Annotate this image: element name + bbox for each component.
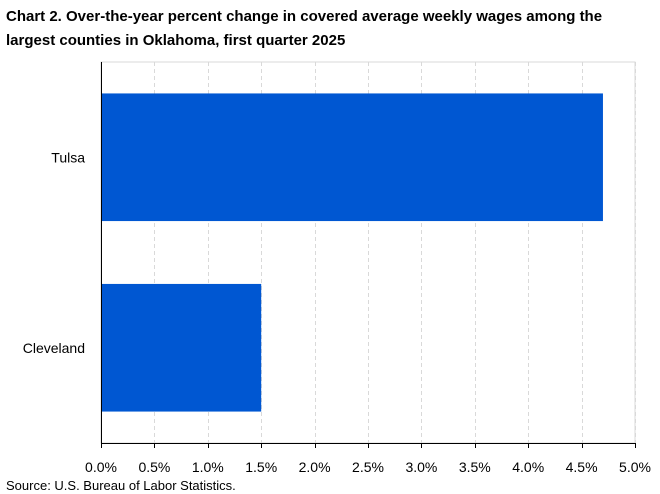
category-label: Tulsa <box>51 149 85 165</box>
x-tick-label: 1.5% <box>245 459 277 475</box>
x-tick-label: 0.5% <box>138 459 170 475</box>
x-tick-label: 1.0% <box>192 459 224 475</box>
x-tick-label: 3.0% <box>405 459 437 475</box>
source-note: Source: U.S. Bureau of Labor Statistics. <box>6 478 236 493</box>
chart-title: Chart 2. Over-the-year percent change in… <box>6 8 603 49</box>
category-label: Cleveland <box>23 340 85 356</box>
x-tick-label: 2.0% <box>299 459 331 475</box>
x-tick-label: 0.0% <box>85 459 117 475</box>
x-tick-label: 4.5% <box>566 459 598 475</box>
x-tick-label: 4.0% <box>512 459 544 475</box>
bar-tulsa <box>101 93 603 222</box>
x-tick-label: 2.5% <box>352 459 384 475</box>
x-tick-label: 3.5% <box>459 459 491 475</box>
bar-cleveland <box>101 283 262 412</box>
x-tick-label: 5.0% <box>619 459 651 475</box>
